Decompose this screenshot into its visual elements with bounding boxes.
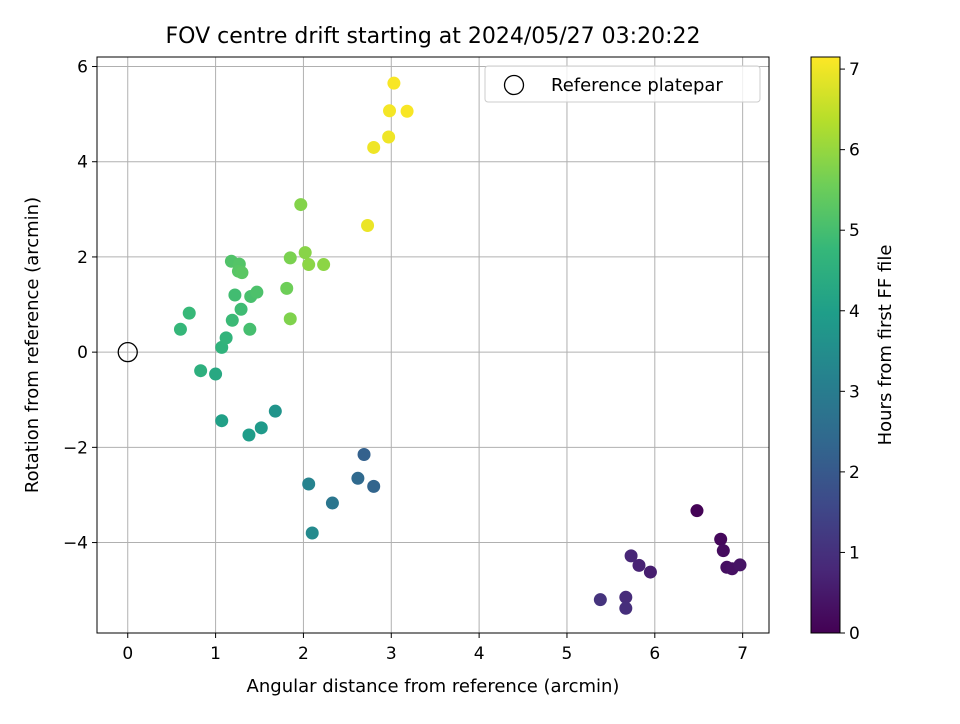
scatter-point bbox=[242, 428, 256, 442]
scatter-point bbox=[733, 558, 747, 572]
scatter-point bbox=[243, 322, 257, 336]
colorbar-tick-label: 3 bbox=[849, 382, 860, 402]
x-axis-ticks: 0 1 2 3 4 5 6 7 bbox=[122, 633, 748, 664]
scatter-point bbox=[383, 104, 397, 118]
scatter-point bbox=[382, 130, 396, 144]
y-axis-ticks: −4 −2 0 2 4 6 bbox=[63, 58, 97, 554]
data-points bbox=[173, 76, 747, 615]
x-tick-label: 2 bbox=[298, 644, 309, 664]
scatter-point bbox=[619, 601, 633, 615]
scatter-point bbox=[294, 198, 308, 212]
colorbar-tick-label: 2 bbox=[849, 463, 860, 483]
scatter-point bbox=[283, 251, 297, 265]
scatter-point bbox=[219, 331, 233, 345]
scatter-point bbox=[225, 313, 239, 327]
colorbar-gradient bbox=[811, 57, 840, 633]
scatter-point bbox=[283, 312, 297, 326]
colorbar-tick-label: 1 bbox=[849, 543, 860, 563]
legend-reference-marker bbox=[503, 74, 525, 96]
x-tick-label: 0 bbox=[122, 644, 133, 664]
colorbar-ticks: 0 1 2 3 4 5 6 7 bbox=[840, 60, 860, 644]
scatter-point bbox=[632, 558, 646, 572]
scatter-point bbox=[361, 219, 375, 233]
scatter-point bbox=[351, 471, 365, 485]
y-tick-label: −2 bbox=[63, 438, 88, 458]
scatter-point bbox=[182, 306, 196, 320]
scatter-point bbox=[624, 549, 638, 563]
scatter-point bbox=[325, 496, 339, 510]
colorbar: 0 1 2 3 4 5 6 7 Hours from first FF file bbox=[810, 56, 896, 644]
scatter-point bbox=[215, 414, 229, 428]
y-tick-label: 4 bbox=[77, 153, 88, 173]
scatter-point bbox=[305, 526, 319, 540]
scatter-point bbox=[714, 532, 728, 546]
scatter-point bbox=[367, 140, 381, 154]
colorbar-tick-label: 0 bbox=[849, 624, 860, 644]
scatter-point bbox=[173, 322, 187, 336]
scatter-point bbox=[593, 593, 607, 607]
y-tick-label: −4 bbox=[63, 534, 88, 554]
colorbar-tick-label: 4 bbox=[849, 302, 860, 322]
x-axis-label: Angular distance from reference (arcmin) bbox=[247, 676, 620, 697]
scatter-point bbox=[250, 285, 264, 299]
colorbar-tick-label: 7 bbox=[849, 60, 860, 80]
y-tick-label: 0 bbox=[77, 343, 88, 363]
scatter-point bbox=[268, 404, 282, 418]
scatter-point bbox=[317, 258, 331, 272]
scatter-point bbox=[228, 288, 242, 302]
reference-layer bbox=[117, 341, 138, 363]
scatter-point bbox=[302, 258, 316, 272]
x-tick-label: 4 bbox=[474, 644, 485, 664]
grid bbox=[97, 57, 769, 633]
x-tick-label: 3 bbox=[386, 644, 397, 664]
y-tick-label: 2 bbox=[77, 248, 88, 268]
y-tick-label: 6 bbox=[77, 58, 88, 78]
scatter-point bbox=[400, 104, 414, 118]
scatter-point bbox=[254, 421, 268, 435]
colorbar-frame bbox=[810, 56, 841, 634]
plot-frame bbox=[96, 56, 770, 634]
scatter-point bbox=[302, 477, 316, 491]
reference-platepar-marker bbox=[117, 341, 138, 363]
scatter-point bbox=[280, 281, 294, 295]
x-tick-label: 6 bbox=[649, 644, 660, 664]
scatter-point bbox=[367, 479, 381, 493]
legend-box bbox=[484, 65, 761, 103]
scatter-point bbox=[716, 544, 730, 558]
legend: Reference platepar bbox=[484, 65, 761, 103]
y-axis-label: Rotation from reference (arcmin) bbox=[22, 197, 43, 493]
x-tick-label: 5 bbox=[562, 644, 573, 664]
scatter-point bbox=[357, 447, 371, 461]
scatter-point bbox=[298, 246, 312, 260]
colorbar-tick-label: 5 bbox=[849, 221, 860, 241]
scatter-point bbox=[194, 364, 208, 378]
scatter-point bbox=[234, 302, 248, 316]
scatter-point bbox=[235, 266, 249, 280]
legend-label: Reference platepar bbox=[551, 75, 723, 96]
scatter-point bbox=[643, 565, 657, 579]
colorbar-label: Hours from first FF file bbox=[875, 245, 896, 446]
x-tick-label: 7 bbox=[737, 644, 748, 664]
x-tick-label: 1 bbox=[210, 644, 221, 664]
scatter-point bbox=[619, 590, 633, 604]
scatter-point bbox=[690, 504, 704, 518]
colorbar-tick-label: 6 bbox=[849, 141, 860, 161]
scatter-point bbox=[209, 367, 223, 381]
chart-title: FOV centre drift starting at 2024/05/27 … bbox=[166, 24, 701, 49]
scatter-point bbox=[387, 76, 401, 90]
